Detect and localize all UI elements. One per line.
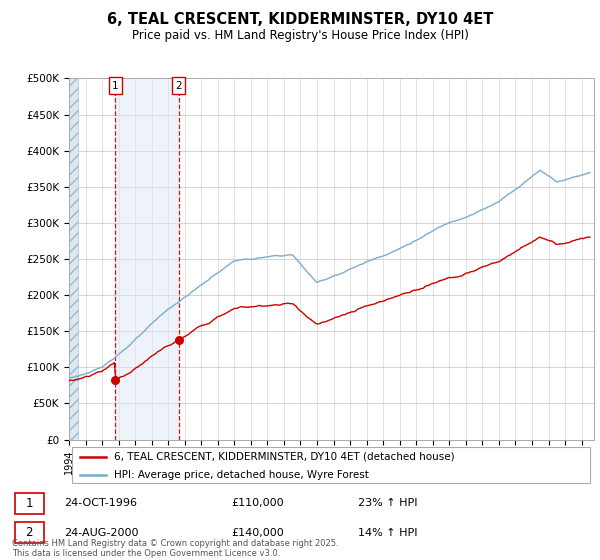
Text: 6, TEAL CRESCENT, KIDDERMINSTER, DY10 4ET (detached house): 6, TEAL CRESCENT, KIDDERMINSTER, DY10 4E… <box>113 451 454 461</box>
Text: 1: 1 <box>112 81 119 91</box>
Bar <box>115 78 179 440</box>
Text: 23% ↑ HPI: 23% ↑ HPI <box>358 498 417 508</box>
Text: 2: 2 <box>175 81 182 91</box>
Text: 14% ↑ HPI: 14% ↑ HPI <box>358 528 417 538</box>
FancyBboxPatch shape <box>71 447 590 483</box>
Text: £140,000: £140,000 <box>231 528 284 538</box>
Text: 24-AUG-2000: 24-AUG-2000 <box>64 528 139 538</box>
Text: Price paid vs. HM Land Registry's House Price Index (HPI): Price paid vs. HM Land Registry's House … <box>131 29 469 42</box>
FancyBboxPatch shape <box>15 522 44 543</box>
FancyBboxPatch shape <box>15 493 44 514</box>
Text: Contains HM Land Registry data © Crown copyright and database right 2025.
This d: Contains HM Land Registry data © Crown c… <box>12 539 338 558</box>
Text: HPI: Average price, detached house, Wyre Forest: HPI: Average price, detached house, Wyre… <box>113 470 368 480</box>
Text: 1: 1 <box>26 497 33 510</box>
Text: 6, TEAL CRESCENT, KIDDERMINSTER, DY10 4ET: 6, TEAL CRESCENT, KIDDERMINSTER, DY10 4E… <box>107 12 493 27</box>
Text: £110,000: £110,000 <box>231 498 284 508</box>
Text: 24-OCT-1996: 24-OCT-1996 <box>64 498 137 508</box>
Text: 2: 2 <box>26 526 33 539</box>
